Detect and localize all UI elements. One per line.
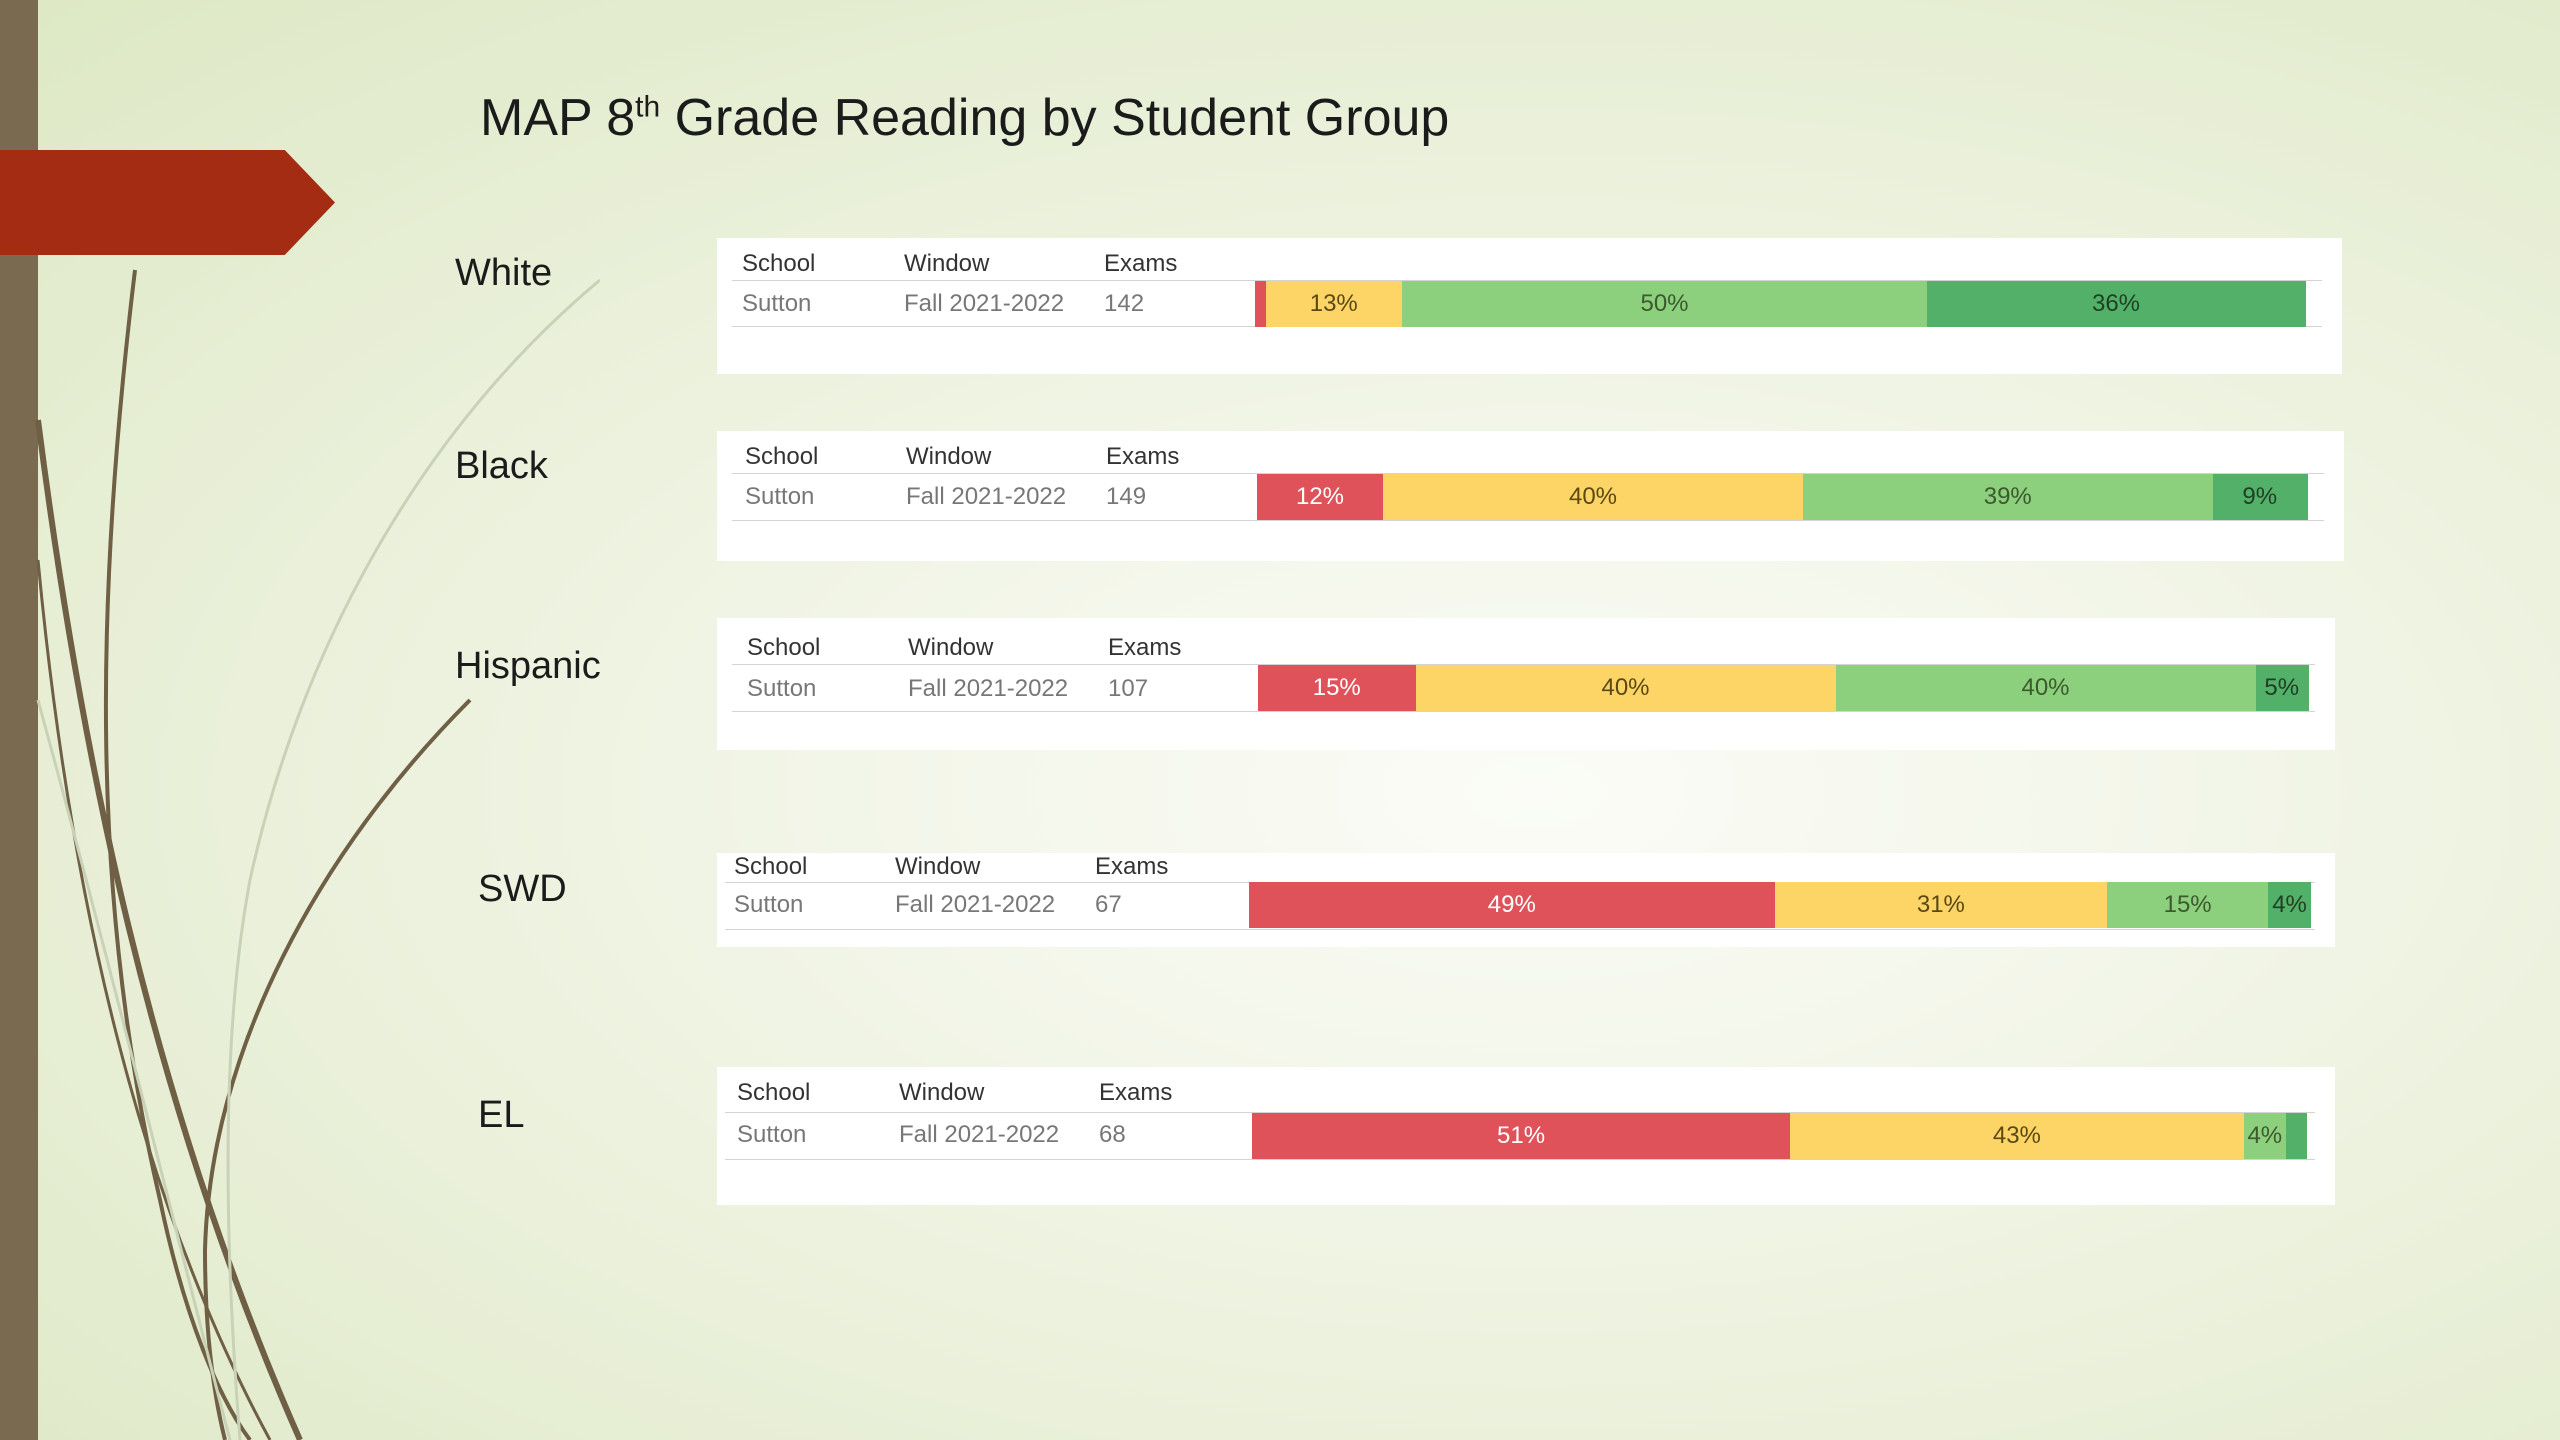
stacked-bar-hispanic: 15% 40% 40% 5% — [1258, 665, 2309, 711]
cell-school: Sutton — [742, 290, 812, 317]
cell-exams: 142 — [1104, 290, 1145, 317]
cell-window: Fall 2021-2022 — [908, 675, 1069, 702]
stacked-bar-swd: 49% 31% 15% 4% — [1249, 882, 2312, 928]
cell-exams: 107 — [1108, 675, 1149, 702]
header-divider — [732, 664, 2315, 665]
cell-window: Fall 2021-2022 — [895, 891, 1056, 918]
cell-window: Fall 2021-2022 — [904, 290, 1065, 317]
cell-exams: 68 — [1099, 1121, 1126, 1148]
bar-segment-low-average — [1383, 474, 1804, 520]
group-label-black: Black — [455, 445, 548, 487]
header-divider — [732, 473, 2324, 474]
data-label-high-average: 4% — [2247, 1122, 2283, 1149]
header-school: School — [745, 443, 819, 470]
bar-segment-low-average — [1774, 882, 2108, 928]
panel-el: School Window Exams Sutton Fall 2021-202… — [717, 1067, 2335, 1205]
header-exams: Exams — [1106, 443, 1180, 470]
stacked-bar-black: 12% 40% 39% 9% — [1257, 474, 2308, 520]
header-exams: Exams — [1108, 634, 1182, 661]
data-label-high: 9% — [2242, 483, 2278, 510]
panel-black: School Window Exams Sutton Fall 2021-202… — [717, 431, 2344, 561]
header-window: Window — [904, 250, 990, 277]
data-label-low: 15% — [1312, 674, 1361, 701]
data-label-low: 49% — [1487, 891, 1536, 918]
panel-swd: School Window Exams Sutton Fall 2021-202… — [717, 853, 2335, 947]
bar-segment-high — [2268, 882, 2312, 928]
row-divider — [725, 1159, 2315, 1160]
data-label-high-average: 50% — [1640, 290, 1689, 317]
header-window: Window — [906, 443, 992, 470]
data-label-high: 5% — [2264, 674, 2300, 701]
cell-school: Sutton — [737, 1121, 807, 1148]
group-label-swd: SWD — [478, 868, 567, 910]
cell-window: Fall 2021-2022 — [899, 1121, 1060, 1148]
row-divider — [732, 520, 2324, 521]
cell-school: Sutton — [747, 675, 817, 702]
header-divider — [732, 280, 2322, 281]
header-school: School — [742, 250, 816, 277]
bar-segment-high-average — [1803, 474, 2213, 520]
bar-segment-low — [1255, 281, 1266, 327]
row-divider — [725, 929, 2315, 930]
cell-exams: 67 — [1095, 891, 1122, 918]
header-exams: Exams — [1099, 1079, 1173, 1106]
panel-white: School Window Exams Sutton Fall 2021-202… — [717, 238, 2342, 374]
group-label-white: White — [455, 252, 553, 294]
data-label-high-average: 40% — [2021, 674, 2070, 701]
bar-segment-high-average — [2243, 1113, 2287, 1159]
cell-school: Sutton — [734, 891, 804, 918]
data-label-high-average: 39% — [1983, 483, 2032, 510]
group-label-hispanic: Hispanic — [455, 645, 601, 687]
bar-segment-low — [1252, 1113, 1791, 1159]
cell-school: Sutton — [745, 483, 815, 510]
data-label-high: 36% — [2091, 290, 2141, 317]
cell-window: Fall 2021-2022 — [906, 483, 1067, 510]
panel-hispanic: School Window Exams Sutton Fall 2021-202… — [717, 618, 2335, 750]
bar-segment-high-average — [1835, 665, 2256, 711]
header-divider — [725, 1112, 2315, 1113]
stacked-bar-el: 51% 43% 4% — [1252, 1113, 2308, 1159]
swirl-decoration — [35, 269, 600, 1440]
data-label-low-average: 43% — [1992, 1122, 2041, 1149]
data-label-high: 4% — [2272, 891, 2307, 918]
header-school: School — [747, 634, 821, 661]
bar-segment-low — [1257, 474, 1384, 520]
bar-segment-low-average — [1415, 665, 1836, 711]
bar-segment-low — [1258, 665, 1416, 711]
bar-segment-high-average — [2107, 882, 2269, 928]
header-window: Window — [895, 853, 981, 880]
bar-segment-high — [1927, 281, 2306, 327]
header-window: Window — [899, 1079, 985, 1106]
data-label-low-average: 40% — [1601, 674, 1650, 701]
header-window: Window — [908, 634, 994, 661]
header-school: School — [737, 1079, 811, 1106]
arrow-tab-decoration — [0, 150, 335, 255]
group-label-el: EL — [478, 1094, 525, 1136]
bar-segment-high — [2212, 474, 2308, 520]
bar-segment-low-average — [1790, 1113, 2245, 1159]
bar-segment-high-average — [1402, 281, 1928, 327]
stacked-bar-white: 13% 50% 36% — [1255, 281, 2306, 327]
bar-segment-low — [1249, 882, 1776, 928]
cell-exams: 149 — [1106, 483, 1147, 510]
header-exams: Exams — [1095, 853, 1169, 880]
data-label-low: 12% — [1295, 483, 1345, 510]
data-label-high-average: 15% — [2163, 891, 2212, 918]
bar-segment-high — [2255, 665, 2309, 711]
row-divider — [732, 711, 2315, 712]
bar-segment-low-average — [1265, 281, 1403, 327]
data-label-low-average: 13% — [1309, 290, 1358, 317]
header-exams: Exams — [1104, 250, 1178, 277]
bar-segment-high — [2285, 1113, 2308, 1159]
data-label-low-average: 40% — [1568, 483, 1618, 510]
data-label-low-average: 31% — [1916, 891, 1965, 918]
slide-title: MAP 8th Grade Reading by Student Group — [480, 89, 1450, 147]
header-school: School — [734, 853, 808, 880]
data-label-low: 51% — [1497, 1122, 1546, 1149]
